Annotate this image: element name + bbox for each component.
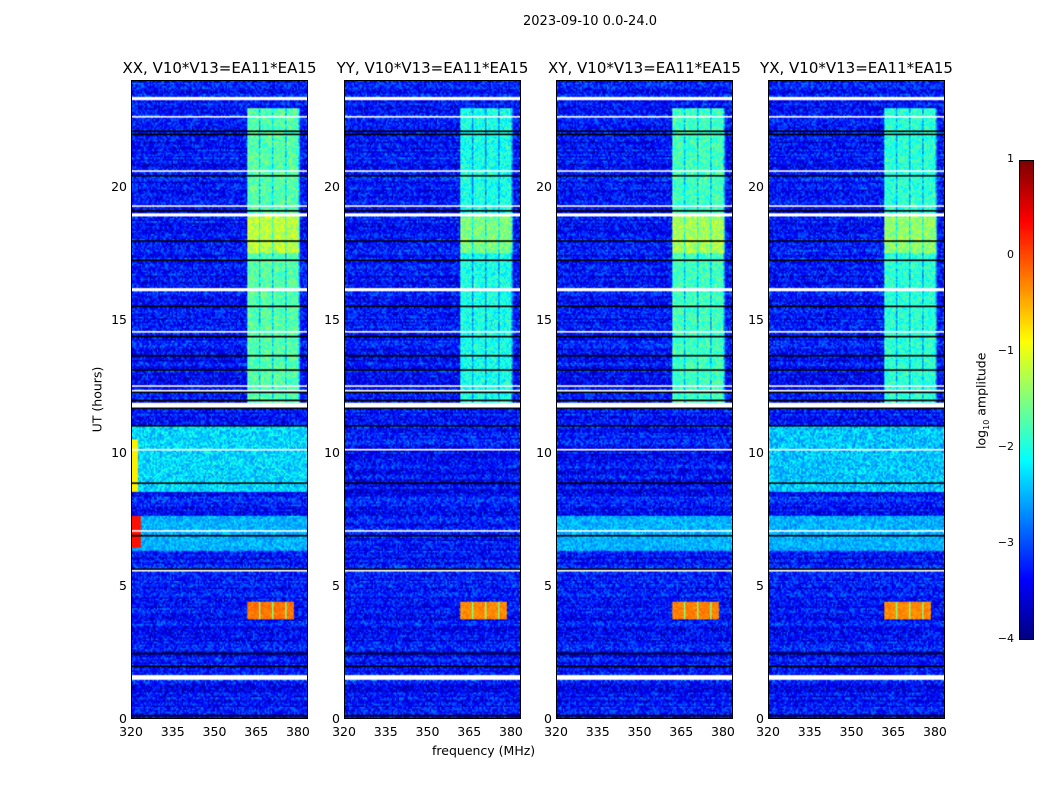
x-tick-label: 365 bbox=[457, 724, 482, 739]
colorbar-tick-label: −3 bbox=[997, 536, 1014, 549]
x-tick-label: 320 bbox=[756, 724, 780, 739]
x-tick-label: 350 bbox=[839, 724, 864, 739]
x-tick-label: 350 bbox=[202, 724, 227, 739]
colorbar-tick-label: 1 bbox=[1007, 152, 1014, 165]
x-tick-label: 320 bbox=[119, 724, 143, 739]
panel-title: YX, V10*V13=EA11*EA15 bbox=[760, 59, 953, 77]
x-tick-label: 350 bbox=[415, 724, 440, 739]
colorbar-tick-label: −4 bbox=[997, 632, 1014, 645]
y-tick-label: 20 bbox=[111, 178, 127, 194]
x-tick-label: 335 bbox=[585, 724, 610, 739]
y-tick-label: 0 bbox=[544, 711, 552, 726]
panel-title: XY, V10*V13=EA11*EA15 bbox=[548, 59, 741, 77]
y-tick-label: 10 bbox=[324, 444, 340, 460]
y-tick-label: 0 bbox=[119, 711, 127, 726]
colorbar-tick-label: 0 bbox=[1007, 248, 1014, 261]
y-tick-label: 0 bbox=[756, 711, 764, 726]
y-tick-label: 20 bbox=[536, 178, 552, 194]
y-tick-label: 15 bbox=[111, 311, 127, 327]
colorbar-label: log10 amplitude bbox=[973, 352, 991, 449]
colorbar-tick-label: −2 bbox=[997, 440, 1014, 453]
x-tick-label: 320 bbox=[544, 724, 568, 739]
y-axis-label: UT (hours) bbox=[89, 366, 105, 433]
waterfall-panel-xy bbox=[556, 80, 733, 719]
y-tick-label: 10 bbox=[536, 444, 552, 460]
waterfall-panel-yy bbox=[344, 80, 521, 719]
y-tick-label: 10 bbox=[748, 444, 764, 460]
x-tick-label: 365 bbox=[669, 724, 694, 739]
y-tick-label: 5 bbox=[332, 577, 340, 593]
y-tick-label: 15 bbox=[748, 311, 764, 327]
y-tick-label: 5 bbox=[119, 577, 127, 593]
x-tick-label: 380 bbox=[923, 724, 947, 739]
waterfall-panel-yx bbox=[768, 80, 945, 719]
y-tick-label: 5 bbox=[756, 577, 764, 593]
x-tick-label: 380 bbox=[286, 724, 310, 739]
x-tick-label: 335 bbox=[797, 724, 822, 739]
y-tick-label: 0 bbox=[332, 711, 340, 726]
colorbar-tick-label: −1 bbox=[997, 344, 1014, 357]
x-tick-label: 365 bbox=[244, 724, 269, 739]
colorbar bbox=[1019, 160, 1034, 640]
waterfall-panel-xx bbox=[131, 80, 308, 719]
x-tick-label: 365 bbox=[881, 724, 906, 739]
y-tick-label: 15 bbox=[536, 311, 552, 327]
x-tick-label: 380 bbox=[711, 724, 735, 739]
y-tick-label: 10 bbox=[111, 444, 127, 460]
x-axis-label: frequency (MHz) bbox=[432, 743, 536, 758]
x-tick-label: 350 bbox=[627, 724, 652, 739]
x-tick-label: 320 bbox=[332, 724, 356, 739]
panel-title: YY, V10*V13=EA11*EA15 bbox=[336, 59, 529, 77]
y-tick-label: 20 bbox=[324, 178, 340, 194]
x-tick-label: 335 bbox=[160, 724, 185, 739]
x-tick-label: 380 bbox=[499, 724, 523, 739]
y-tick-label: 5 bbox=[544, 577, 552, 593]
x-tick-label: 335 bbox=[373, 724, 398, 739]
panel-title: XX, V10*V13=EA11*EA15 bbox=[122, 59, 317, 77]
y-tick-label: 20 bbox=[748, 178, 764, 194]
figure-title: 2023-09-10 0.0-24.0 bbox=[523, 14, 657, 29]
y-tick-label: 15 bbox=[324, 311, 340, 327]
